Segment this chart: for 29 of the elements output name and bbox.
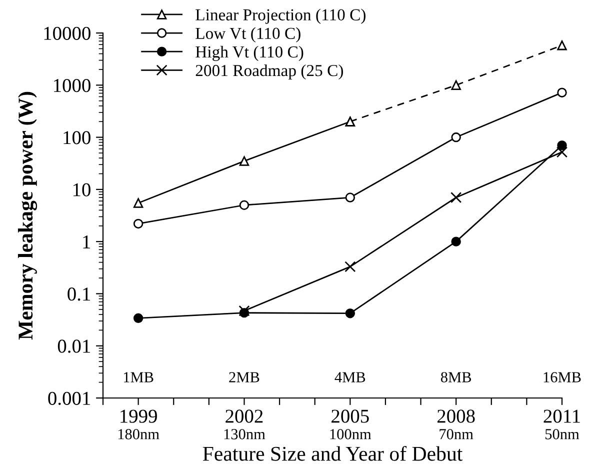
- y-tick-label: 0.001: [48, 392, 90, 406]
- legend-label: Linear Projection (110 C): [196, 8, 366, 24]
- y-tick-label: 0.01: [58, 340, 90, 353]
- y-tick-label: 10000: [44, 26, 90, 40]
- x-tick-label: 2011: [544, 410, 580, 423]
- text: 180nm: [118, 429, 160, 440]
- text: 70nm: [440, 429, 474, 440]
- y-axis-title: Memory leakage power (W): [18, 92, 38, 340]
- annotation: 8MB: [440, 372, 472, 382]
- legend-label: Low Vt (110 C): [196, 27, 300, 42]
- legend-label: High Vt (110 C): [196, 46, 304, 62]
- y-tick-label: 10: [73, 183, 90, 196]
- annotation: 2MB: [229, 372, 260, 382]
- x-tick-label: 1999: [120, 410, 157, 423]
- legend-label: 2001 Roadmap (25 C): [196, 64, 343, 80]
- x-axis-title: Feature Size and Year of Debut: [202, 446, 463, 461]
- x-tick-label: 2008: [437, 410, 475, 423]
- y-tick-label: 1: [83, 235, 90, 248]
- y-tick-label: 100: [64, 131, 90, 144]
- y-tick-label: 1000: [54, 78, 90, 92]
- annotation: 4MB: [334, 372, 366, 382]
- text: 100nm: [330, 429, 372, 440]
- x-tick-label: 2005: [332, 410, 369, 423]
- annotation: 1MB: [124, 372, 154, 382]
- text: 130nm: [224, 429, 266, 440]
- annotation: 16MB: [544, 372, 581, 382]
- text: 50nm: [545, 429, 580, 440]
- y-tick-label: 0.1: [68, 288, 90, 301]
- x-tick-label: 2002: [226, 410, 263, 423]
